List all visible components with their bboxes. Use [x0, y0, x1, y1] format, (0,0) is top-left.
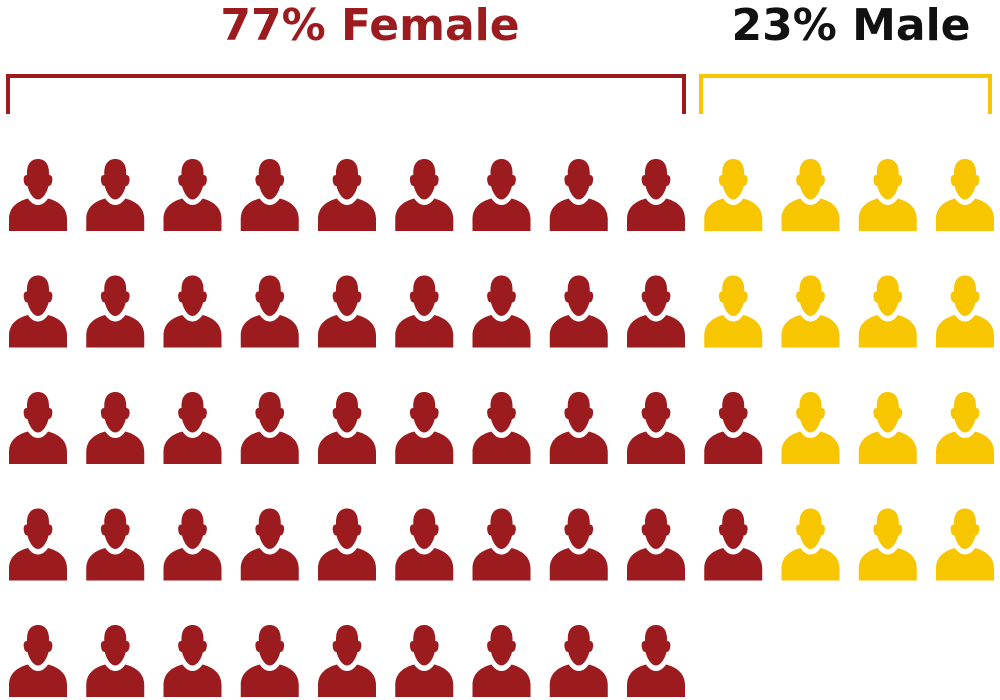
female-percentage-label: 77% Female — [220, 0, 519, 51]
female-person-icon — [86, 625, 145, 697]
female-person-icon — [318, 508, 376, 581]
female-person-icon — [472, 159, 531, 231]
female-person-icon — [472, 625, 531, 697]
female-person-icon — [549, 275, 608, 348]
female-person-icon — [240, 275, 299, 348]
female-person-icon — [395, 159, 454, 231]
female-person-icon — [9, 392, 67, 464]
female-person-icon — [704, 392, 763, 464]
female-person-icon — [163, 159, 222, 231]
male-person-icon — [781, 508, 840, 581]
female-person-icon — [240, 508, 299, 581]
female-person-icon — [549, 625, 608, 697]
female-person-icon — [549, 392, 608, 464]
male-person-icon — [781, 275, 840, 348]
female-person-icon — [9, 275, 67, 348]
male-person-icon — [936, 508, 994, 581]
female-person-icon — [395, 625, 454, 697]
male-person-icon — [936, 392, 994, 464]
male-bracket — [699, 74, 992, 114]
female-person-icon — [9, 625, 67, 697]
female-person-icon — [86, 159, 145, 231]
female-person-icon — [627, 159, 685, 231]
male-person-icon — [936, 275, 994, 348]
female-person-icon — [549, 508, 608, 581]
female-person-icon — [472, 508, 531, 581]
male-person-icon — [781, 159, 840, 231]
male-person-icon — [704, 159, 763, 231]
icon-grid — [9, 159, 994, 697]
female-person-icon — [163, 275, 222, 348]
male-person-icon — [858, 159, 917, 231]
female-person-icon — [549, 159, 608, 231]
male-person-icon — [704, 275, 763, 348]
male-person-icon — [781, 392, 840, 464]
female-person-icon — [627, 392, 685, 464]
male-person-icon — [858, 508, 917, 581]
female-person-icon — [9, 159, 67, 231]
female-person-icon — [627, 508, 685, 581]
female-person-icon — [395, 275, 454, 348]
female-person-icon — [627, 625, 685, 697]
female-person-icon — [318, 275, 376, 348]
female-person-icon — [472, 275, 531, 348]
female-person-icon — [240, 392, 299, 464]
female-person-icon — [163, 392, 222, 464]
female-person-icon — [240, 625, 299, 697]
female-person-icon — [86, 392, 145, 464]
male-percentage-label: 23% Male — [731, 0, 970, 51]
male-person-icon — [858, 275, 917, 348]
female-person-icon — [86, 275, 145, 348]
female-person-icon — [472, 392, 531, 464]
female-person-icon — [240, 159, 299, 231]
female-person-icon — [318, 159, 376, 231]
female-person-icon — [395, 508, 454, 581]
male-person-icon — [936, 159, 994, 231]
female-person-icon — [9, 508, 67, 581]
male-person-icon — [858, 392, 917, 464]
female-person-icon — [86, 508, 145, 581]
female-bracket — [6, 74, 686, 114]
female-person-icon — [163, 625, 222, 697]
female-person-icon — [395, 392, 454, 464]
female-person-icon — [627, 275, 685, 348]
female-person-icon — [318, 625, 376, 697]
female-person-icon — [318, 392, 376, 464]
female-person-icon — [704, 508, 763, 581]
female-person-icon — [163, 508, 222, 581]
